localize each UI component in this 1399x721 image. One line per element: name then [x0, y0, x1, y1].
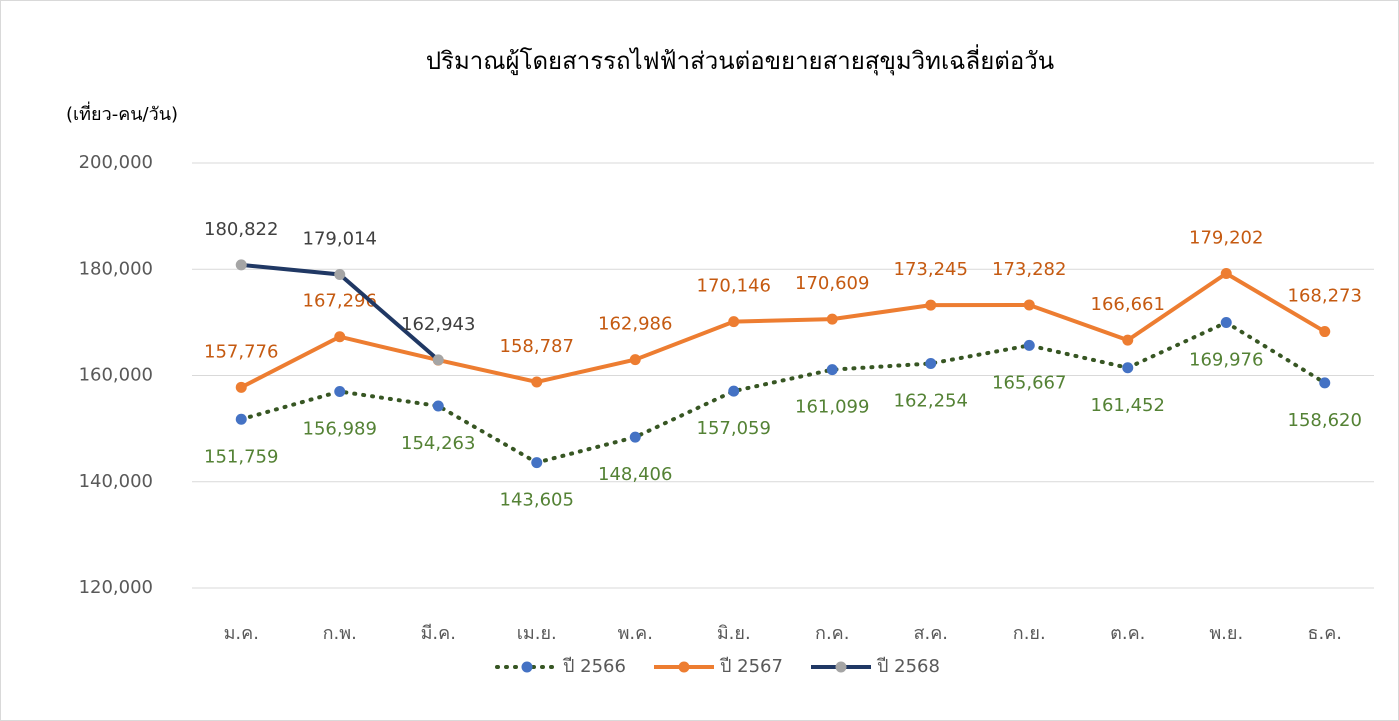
series-marker: [1220, 267, 1232, 279]
data-label: 179,202: [1189, 227, 1263, 248]
y-tick-label: 180,000: [79, 258, 153, 279]
series-marker: [1319, 377, 1331, 389]
data-label: 162,943: [401, 314, 475, 335]
series-marker: [1023, 299, 1035, 311]
series-marker: [826, 364, 838, 376]
x-tick-label: ก.ค.: [815, 623, 849, 644]
y-axis-label: (เที่ยว-คน/วัน): [66, 101, 178, 125]
data-label: 166,661: [1091, 294, 1165, 315]
series-marker: [728, 385, 740, 397]
data-label: 143,605: [500, 490, 574, 511]
data-label: 162,254: [894, 391, 968, 412]
x-tick-label: ก.พ.: [323, 623, 357, 644]
data-label: 158,620: [1288, 410, 1362, 431]
series-marker: [925, 358, 937, 370]
y-tick-label: 160,000: [79, 365, 153, 386]
data-label: 173,245: [894, 259, 968, 280]
data-label: 170,609: [795, 273, 869, 294]
data-label: 154,263: [401, 433, 475, 454]
x-tick-label: พ.ย.: [1209, 623, 1243, 644]
data-label: 161,452: [1091, 395, 1165, 416]
y-tick-label: 140,000: [79, 471, 153, 492]
data-label: 165,667: [992, 372, 1066, 393]
series-marker: [629, 431, 641, 443]
data-label: 179,014: [303, 228, 377, 249]
data-label: 156,989: [303, 418, 377, 439]
chart-title: ปริมาณผู้โดยสารรถไฟฟ้าส่วนต่อขยายสายสุขุ…: [426, 44, 1054, 76]
data-label: 151,759: [204, 446, 278, 467]
data-label: 167,296: [303, 291, 377, 312]
y-tick-label: 120,000: [79, 577, 153, 598]
series-line: [239, 320, 1327, 465]
series-marker: [235, 413, 247, 425]
series-line: [240, 271, 1326, 390]
series-marker: [728, 316, 740, 328]
series-marker: [925, 299, 937, 311]
x-tick-label: มิ.ย.: [717, 623, 751, 644]
data-label: 157,059: [697, 418, 771, 439]
data-label: 158,787: [500, 336, 574, 357]
data-label: 161,099: [795, 397, 869, 418]
y-tick-label: 200,000: [79, 152, 153, 173]
series-marker: [531, 457, 543, 469]
legend-marker: [521, 661, 533, 673]
data-label: 173,282: [992, 259, 1066, 280]
series-marker: [432, 400, 444, 412]
data-label: 162,986: [598, 314, 672, 335]
x-tick-label: เม.ย.: [517, 623, 557, 644]
series-marker: [1023, 339, 1035, 351]
series-marker: [432, 354, 444, 366]
data-label: 170,146: [697, 276, 771, 297]
x-tick-label: พ.ค.: [618, 623, 653, 644]
series-marker: [1319, 326, 1331, 338]
legend-marker: [835, 661, 847, 673]
data-label: 180,822: [204, 219, 278, 240]
x-tick-label: ม.ค.: [224, 623, 259, 644]
data-label: 169,976: [1189, 350, 1263, 371]
data-label: 148,406: [598, 464, 672, 485]
data-label: 157,776: [204, 341, 278, 362]
series-marker: [1122, 362, 1134, 374]
series-marker: [334, 331, 346, 343]
x-tick-label: ธ.ค.: [1308, 623, 1342, 644]
series-marker: [334, 268, 346, 280]
data-label: 168,273: [1288, 286, 1362, 307]
x-tick-label: มี.ค.: [421, 623, 456, 644]
series-marker: [826, 313, 838, 325]
legend-label: ปี 2566: [563, 656, 626, 677]
x-tick-label: ก.ย.: [1013, 623, 1046, 644]
x-tick-label: ส.ค.: [914, 623, 948, 644]
legend-marker: [678, 661, 690, 673]
series-marker: [629, 354, 641, 366]
series-marker: [1220, 317, 1232, 329]
legend-label: ปี 2567: [720, 656, 783, 677]
series-marker: [531, 376, 543, 388]
series-marker: [235, 259, 247, 271]
series-marker: [1122, 334, 1134, 346]
legend-label: ปี 2568: [877, 656, 940, 677]
series-marker: [235, 381, 247, 393]
x-tick-label: ต.ค.: [1110, 623, 1145, 644]
series-marker: [334, 385, 346, 397]
